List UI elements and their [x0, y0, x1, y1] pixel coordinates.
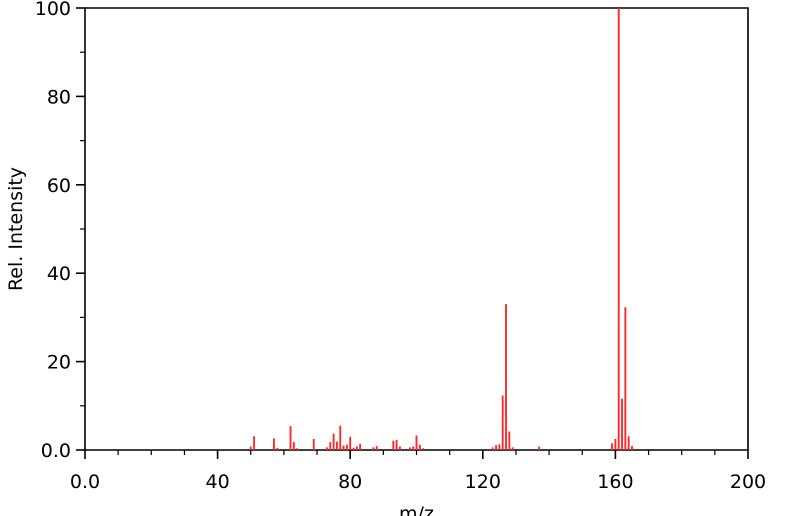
- y-tick-label: 80: [47, 86, 71, 108]
- peak-series: [249, 8, 633, 450]
- y-tick-label: 40: [47, 263, 71, 285]
- x-tick-label: 200: [730, 471, 766, 493]
- x-tick-label: 40: [206, 471, 230, 493]
- y-tick-label: 100: [35, 0, 71, 20]
- x-tick-label: 120: [465, 471, 501, 493]
- x-axis-label: m/z: [399, 503, 434, 516]
- y-tick-label: 60: [47, 175, 71, 197]
- x-tick-label: 160: [597, 471, 633, 493]
- plot-frame: [84, 7, 749, 451]
- y-axis-label: Rel. Intensity: [5, 167, 27, 291]
- y-tick-label: 20: [47, 352, 71, 374]
- x-tick-label: 0.0: [70, 471, 100, 493]
- y-tick-label: 0.0: [41, 440, 71, 462]
- x-tick-label: 80: [338, 471, 362, 493]
